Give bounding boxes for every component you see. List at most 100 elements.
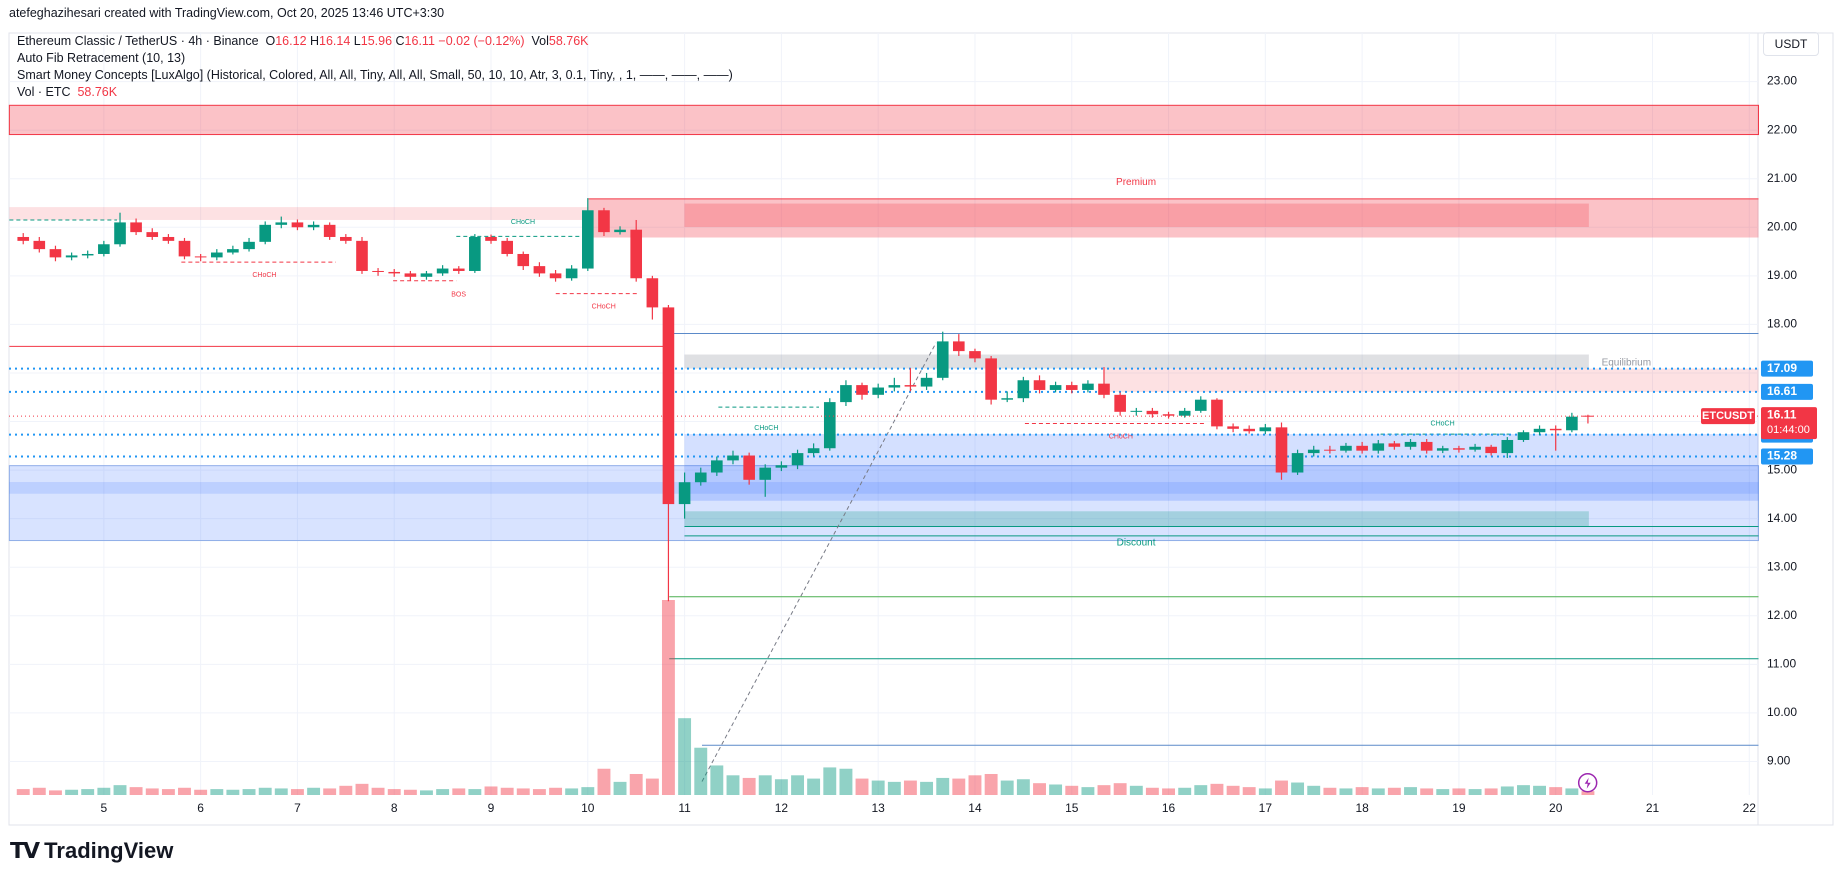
y-tick-label: 18.00 (1767, 317, 1797, 331)
candle-body (1549, 428, 1562, 431)
volume-bar (1210, 783, 1224, 795)
volume-bar (581, 787, 595, 795)
candle-body (65, 255, 78, 258)
volume-bar (1533, 785, 1546, 795)
fib-tag (1761, 448, 1813, 465)
currency-button[interactable]: USDT (1763, 32, 1819, 56)
y-tick-label: 12.00 (1767, 608, 1797, 622)
annotation: CHoCH (252, 272, 276, 279)
candle-body (936, 341, 949, 378)
volume-bar (436, 789, 450, 795)
candle-body (98, 244, 110, 254)
ohlc-value: 16.12 (275, 34, 307, 48)
volume-bar (710, 765, 724, 795)
volume-bar (968, 775, 982, 795)
volume-bar (290, 789, 304, 795)
volume-bar (984, 773, 998, 795)
candle-body (1436, 448, 1449, 451)
zone (588, 198, 1759, 238)
candle-body (323, 224, 336, 237)
candle-body (1291, 453, 1304, 473)
zone (684, 511, 1589, 527)
indicator[interactable]: Auto Fib Retracement (10, 13) (17, 51, 186, 65)
candle-body (356, 240, 368, 271)
candle-body (1566, 416, 1578, 431)
volume-bar (242, 789, 256, 795)
structure-line (701, 342, 937, 782)
candle-body (985, 358, 997, 400)
x-tick-label: 11 (678, 801, 691, 815)
x-tick-label: 22 (1743, 801, 1757, 815)
volume-bar (549, 787, 563, 795)
zone (1104, 368, 1759, 392)
volume-bar (1307, 785, 1321, 795)
candle-body (1324, 449, 1336, 451)
volume-bar (65, 789, 79, 795)
candle-body (501, 240, 513, 254)
symbol-tag (1701, 408, 1755, 425)
volume-bar (1355, 787, 1369, 795)
x-tick-label: 19 (1452, 801, 1466, 815)
price-tag (1761, 407, 1817, 440)
alert-icon-bolt (1584, 777, 1591, 789)
candle-body (614, 229, 626, 233)
fib-tag-label: 16.61 (1767, 384, 1797, 398)
volume-bar (420, 790, 433, 795)
volume-bar (1291, 782, 1305, 795)
volume-legend[interactable]: Vol · ETC 58.76K (17, 85, 117, 99)
candle-body (969, 351, 981, 359)
candle-body (678, 482, 691, 505)
volume-bar (1258, 788, 1272, 795)
change: −0.02 (−0.12%) (438, 34, 525, 48)
candle-body (162, 236, 175, 241)
candle-body (598, 210, 610, 233)
x-tick-label: 21 (1646, 801, 1660, 815)
volume-bar (774, 779, 788, 795)
annotation: Premium (1116, 177, 1156, 188)
fib-tag (1761, 383, 1813, 400)
annotation: CHoCH (1431, 420, 1455, 427)
x-tick-label: 12 (775, 801, 789, 815)
x-tick-label: 9 (488, 801, 495, 815)
candle-body (549, 273, 562, 279)
volume-bar (1113, 783, 1127, 795)
volume-bar (323, 788, 337, 795)
symbol-tag-label: ETCUSDT (1702, 410, 1754, 422)
candle-body (1372, 443, 1385, 451)
candle-body (1501, 439, 1514, 454)
candle-body (807, 448, 820, 454)
candle-body (1307, 449, 1320, 454)
volume-bar (355, 783, 369, 795)
countdown: 01:44:00 (1767, 424, 1810, 436)
volume-bar (307, 787, 321, 795)
zone (684, 354, 1589, 369)
annotation: CHoCH (511, 219, 535, 226)
candle-body (1485, 446, 1497, 454)
candle-body (146, 232, 159, 237)
fib-tag (1761, 360, 1813, 377)
y-tick-label: 13.00 (1767, 559, 1797, 573)
candle-body (17, 236, 30, 241)
volume-bar (742, 777, 756, 795)
candle-body (130, 222, 142, 233)
volume-bar (1371, 788, 1385, 795)
indicator[interactable]: Smart Money Concepts [LuxAlgo] (Historic… (17, 68, 733, 82)
volume-bar (839, 768, 853, 795)
credit: atefeghazihesari created with TradingVie… (9, 6, 445, 20)
candle-body (1162, 414, 1175, 416)
annotation: BOS (451, 292, 466, 299)
candle-body (114, 222, 126, 245)
x-tick-label: 7 (294, 801, 301, 815)
candle-body (662, 307, 675, 505)
ohlc-label: L (353, 34, 361, 48)
candle-body (1453, 448, 1465, 450)
volume-bar (1565, 788, 1579, 795)
volume-bar (887, 781, 901, 795)
candle-body (1146, 410, 1159, 415)
volume-bar (758, 775, 772, 795)
candle-body (420, 273, 433, 277)
y-tick-label: 20.00 (1767, 219, 1797, 233)
volume-bar (1162, 788, 1175, 795)
candle-body (1243, 428, 1255, 432)
candle-body (888, 385, 901, 388)
